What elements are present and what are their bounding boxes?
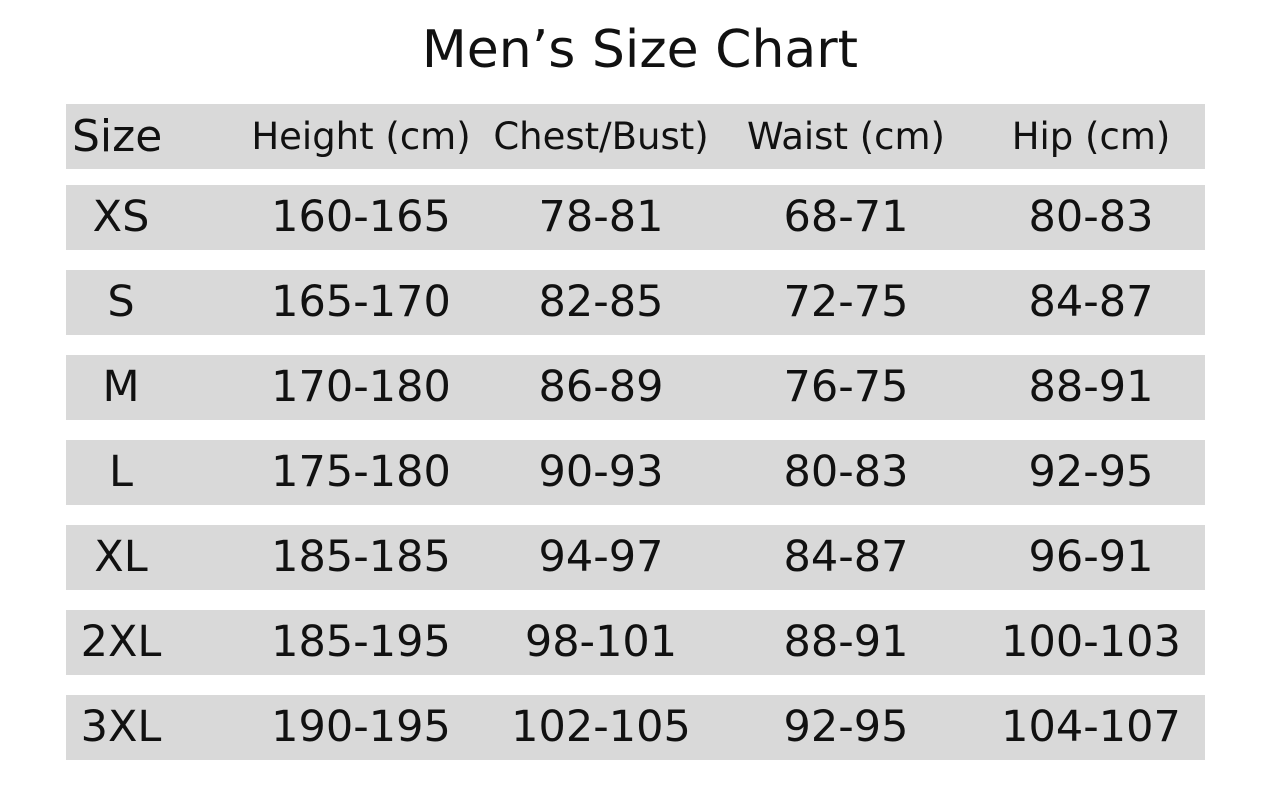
- cell-size: 3XL: [80, 702, 162, 752]
- cell-size: M: [102, 362, 140, 412]
- page-title: Men’s Size Chart: [421, 20, 859, 80]
- table-row: S 165-170 82-85 72-75 84-87: [66, 270, 1205, 335]
- table-row: XS 160-165 78-81 68-71 80-83: [66, 185, 1205, 250]
- cell-height: 190-195: [271, 702, 451, 752]
- cell-chest: 94-97: [538, 532, 664, 582]
- table-row: L 175-180 90-93 80-83 92-95: [66, 440, 1205, 505]
- header-height: Height (cm): [251, 115, 471, 158]
- cell-chest: 86-89: [538, 362, 664, 412]
- cell-hip: 96-91: [1028, 532, 1154, 582]
- cell-height: 175-180: [271, 447, 451, 497]
- table-row: XL 185-185 94-97 84-87 96-91: [66, 525, 1205, 590]
- table-header: Size Height (cm) Chest/Bust) Waist (cm) …: [66, 104, 1205, 169]
- cell-height: 160-165: [271, 192, 451, 242]
- header-size: Size: [72, 111, 163, 162]
- cell-waist: 72-75: [783, 277, 909, 327]
- cell-height: 185-185: [271, 532, 451, 582]
- cell-waist: 92-95: [783, 702, 909, 752]
- table-row: M 170-180 86-89 76-75 88-91: [66, 355, 1205, 420]
- cell-size: S: [107, 277, 135, 327]
- cell-hip: 84-87: [1028, 277, 1154, 327]
- cell-size: 2XL: [80, 617, 162, 667]
- cell-height: 185-195: [271, 617, 451, 667]
- cell-size: XS: [92, 192, 150, 242]
- cell-chest: 78-81: [538, 192, 664, 242]
- cell-waist: 76-75: [783, 362, 909, 412]
- cell-chest: 98-101: [524, 617, 678, 667]
- cell-hip: 100-103: [1001, 617, 1181, 667]
- cell-height: 165-170: [271, 277, 451, 327]
- table-row: 3XL 190-195 102-105 92-95 104-107: [66, 695, 1205, 760]
- cell-chest: 102-105: [511, 702, 691, 752]
- cell-chest: 82-85: [538, 277, 664, 327]
- cell-waist: 68-71: [783, 192, 909, 242]
- cell-chest: 90-93: [538, 447, 664, 497]
- cell-hip: 92-95: [1028, 447, 1154, 497]
- cell-hip: 80-83: [1028, 192, 1154, 242]
- cell-height: 170-180: [271, 362, 451, 412]
- cell-waist: 88-91: [783, 617, 909, 667]
- header-hip: Hip (cm): [1011, 115, 1171, 158]
- cell-hip: 104-107: [1001, 702, 1181, 752]
- cell-size: L: [109, 447, 133, 497]
- table-row: 2XL 185-195 98-101 88-91 100-103: [66, 610, 1205, 675]
- cell-waist: 84-87: [783, 532, 909, 582]
- cell-waist: 80-83: [783, 447, 909, 497]
- cell-hip: 88-91: [1028, 362, 1154, 412]
- header-waist: Waist (cm): [747, 115, 945, 158]
- cell-size: XL: [94, 532, 148, 582]
- header-chest: Chest/Bust): [493, 115, 709, 158]
